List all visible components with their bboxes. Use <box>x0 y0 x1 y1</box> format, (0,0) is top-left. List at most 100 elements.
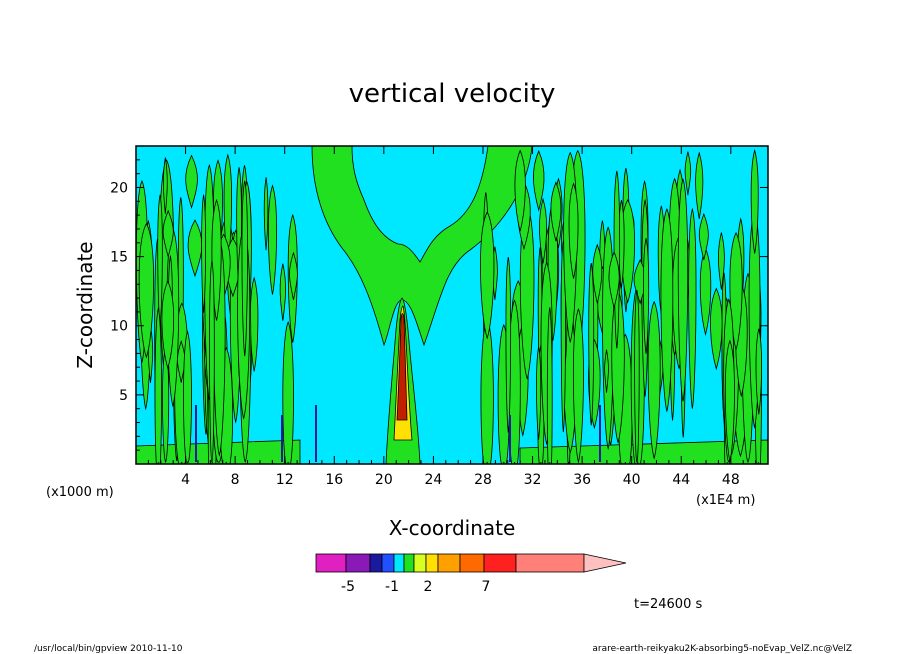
streak-left <box>162 347 170 463</box>
x-tick-label: 8 <box>231 472 240 488</box>
colorbar-overflow-arrow <box>583 553 627 573</box>
x-tick-label: 24 <box>424 472 442 488</box>
streak-right <box>592 243 603 304</box>
y-tick-label: 20 <box>110 180 128 196</box>
x-tick-label: 44 <box>672 472 690 488</box>
footer-left: /usr/local/bin/gpview 2010-11-10 <box>34 644 183 654</box>
colorbar-bin <box>437 553 461 573</box>
streak-left <box>201 194 206 313</box>
colorbar: -5 -1 2 7 <box>315 553 627 595</box>
colorbar-bin <box>459 553 485 573</box>
streak-right <box>550 181 562 242</box>
streak-left <box>241 180 248 357</box>
streak-left <box>187 219 203 278</box>
streak-right <box>729 231 743 351</box>
streak-left <box>154 307 162 464</box>
x-tick-label: 40 <box>623 472 641 488</box>
colorbar-label: -5 <box>341 579 355 595</box>
plume-gap <box>351 146 489 263</box>
colorbar-bin <box>381 553 395 573</box>
streak-mid <box>480 318 494 464</box>
streak-mid <box>536 346 542 440</box>
x-unit-right: (x1E4 m) <box>696 493 755 508</box>
streak-right <box>647 300 661 460</box>
streak-right <box>684 151 692 196</box>
x-unit-left: (x1000 m) <box>46 485 114 500</box>
colorbar-bin <box>413 553 427 573</box>
colorbar-bin <box>403 553 415 573</box>
x-tick-label: 48 <box>722 472 740 488</box>
streak-right <box>588 263 595 426</box>
streak-mid <box>533 150 545 212</box>
streak-left <box>162 209 174 257</box>
streak-right <box>634 290 640 463</box>
colorbar-bin <box>515 553 585 573</box>
streak-right <box>539 197 548 264</box>
y-tick-label: 5 <box>119 388 128 404</box>
streak-right <box>710 287 723 371</box>
streak-right <box>688 207 697 409</box>
x-tick-label: 12 <box>276 472 294 488</box>
x-axis: 4 8 12 16 20 24 28 32 36 40 44 48 <box>147 146 757 488</box>
y-tick-label: 10 <box>110 319 128 335</box>
colorbar-bin <box>425 553 439 573</box>
streak-right <box>755 328 762 415</box>
chart-title: vertical velocity <box>349 79 556 109</box>
y-axis-label: Z-coordinate <box>73 241 97 368</box>
streak-right <box>677 178 689 402</box>
streak-left <box>185 154 198 210</box>
streak-right <box>699 247 712 336</box>
y-axis: 5 10 15 20 <box>110 159 768 451</box>
streak-right <box>608 251 620 308</box>
plot-area <box>136 146 768 464</box>
streak-right <box>660 208 674 413</box>
colorbar-label: -1 <box>385 579 399 595</box>
streak-right <box>698 212 709 260</box>
streak-right <box>611 289 625 444</box>
colorbar-bin <box>345 553 371 573</box>
colorbar-label: 7 <box>482 579 491 595</box>
streak-left <box>279 263 286 321</box>
x-tick-label: 32 <box>524 472 542 488</box>
streak-left <box>138 223 155 359</box>
streak-left <box>289 251 298 301</box>
streak-right <box>724 339 735 462</box>
streak-right <box>568 182 579 279</box>
x-tick-label: 28 <box>474 472 492 488</box>
streak-left <box>157 194 163 325</box>
streak-left <box>267 184 278 295</box>
x-tick-label: 4 <box>181 472 190 488</box>
streak-left <box>263 177 269 251</box>
streak-mid <box>480 211 495 340</box>
x-tick-label: 36 <box>573 472 591 488</box>
contour-field <box>136 146 768 464</box>
streak-left <box>209 260 215 463</box>
streak-right <box>718 232 725 290</box>
updraft-max <box>396 313 408 421</box>
x-axis-label: X-coordinate <box>389 516 516 540</box>
streak-right <box>695 151 704 219</box>
streak-left <box>161 280 175 370</box>
streak-left <box>163 157 168 214</box>
colorbar-bin <box>393 553 405 573</box>
streak-right <box>572 308 584 464</box>
colorbar-bin <box>483 553 517 573</box>
time-label: t=24600 s <box>634 597 702 612</box>
streak-right <box>546 307 553 464</box>
colorbar-bin <box>369 553 383 573</box>
colorbar-label: 2 <box>424 579 433 595</box>
streak-right <box>750 148 759 254</box>
streak-mid <box>514 149 526 232</box>
streak-left <box>282 321 294 464</box>
streak-left <box>211 198 222 321</box>
x-tick-label: 16 <box>325 472 343 488</box>
x-tick-label: 20 <box>375 472 393 488</box>
colorbar-bin <box>315 553 347 573</box>
footer-right: arare-earth-reikyaku2K-absorbing5-noEvap… <box>592 644 852 654</box>
streak-mid <box>505 257 512 433</box>
y-tick-label: 15 <box>110 250 128 266</box>
plot-frame <box>135 145 769 465</box>
streak-right <box>643 238 650 354</box>
streak-right <box>604 349 609 393</box>
